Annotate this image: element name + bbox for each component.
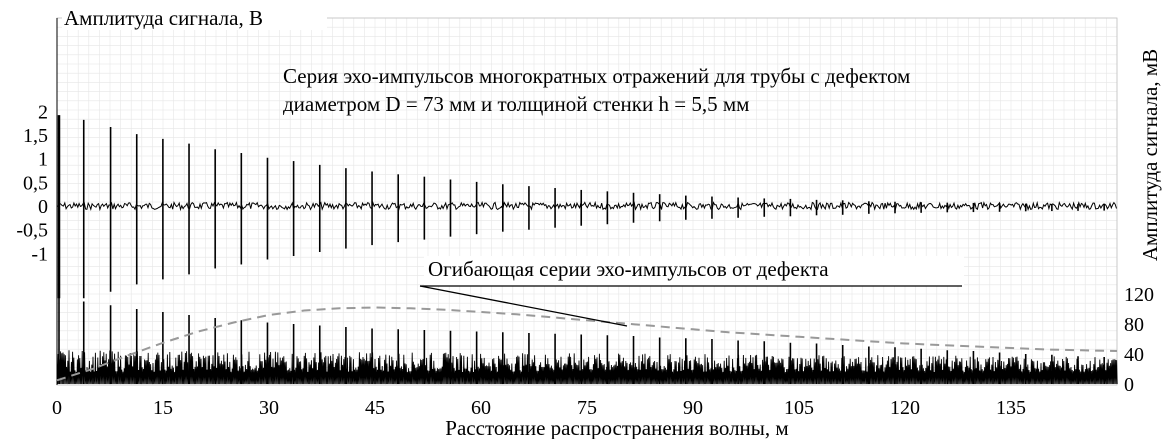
y-left-tick-label: -1: [31, 243, 48, 265]
y-left-tick-label: -0,5: [16, 220, 48, 242]
envelope-leader: [419, 285, 628, 327]
envelope-label: Огибающая серии эхо-импульсов от дефекта: [428, 257, 829, 281]
envelope-line: [56, 306, 1118, 382]
x-tick-label: 135: [996, 397, 1026, 419]
annotation-line-1: Серия эхо-импульсов многократных отражен…: [283, 64, 910, 88]
y-right-tick-label: 0: [1124, 374, 1134, 396]
x-tick-label: 75: [577, 397, 597, 419]
x-tick-label: 15: [153, 397, 173, 419]
x-tick-label: 0: [52, 397, 62, 419]
y-left-tick-label: 0: [38, 196, 48, 218]
envelope-label-bg: [424, 256, 964, 286]
y-right-tick-label: 40: [1124, 344, 1144, 366]
ticks: 0 15 30 45 60 75 90 105 120 13521,510,50-0,5-1120…: [16, 101, 1154, 419]
upper-series: [56, 115, 1117, 299]
leader-line: [419, 285, 628, 327]
x-tick-label: 120: [890, 397, 920, 419]
lower-series: [56, 294, 1118, 385]
y-left-tick-label: 1: [38, 149, 48, 171]
xlabel: Расстояние распространения волны, м: [445, 416, 788, 439]
envelope-series: [56, 306, 1118, 382]
ylabel-left: Амплитуда сигнала, В: [64, 6, 263, 30]
annotation-line-2: диаметром D = 73 мм и толщиной стенки h …: [283, 92, 749, 116]
y-right-tick-label: 80: [1124, 314, 1144, 336]
x-tick-label: 90: [683, 397, 703, 419]
upper-baseline-noise: [56, 200, 1117, 212]
x-tick-label: 60: [471, 397, 491, 419]
lower-noise-floor: [56, 350, 1118, 385]
y-left-tick-label: 0,5: [23, 172, 48, 194]
y-left-tick-label: 1,5: [23, 125, 48, 147]
x-tick-label: 45: [365, 397, 385, 419]
ylabel-left-bg: [62, 4, 327, 30]
x-tick-label: 105: [784, 397, 814, 419]
y-left-tick-label: 2: [38, 101, 48, 123]
x-tick-label: 30: [259, 397, 279, 419]
ylabel-right: Амплитуда сигнала, мВ: [1138, 49, 1162, 261]
y-right-tick-label: 120: [1124, 284, 1154, 306]
